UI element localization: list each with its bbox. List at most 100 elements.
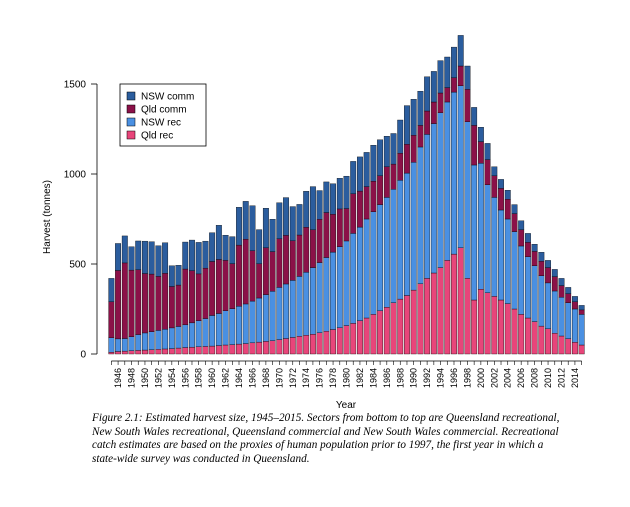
bar-nsw-comm-1980 <box>343 175 350 209</box>
x-tick-label-1962: 1962 <box>221 368 231 388</box>
bar-nsw-rec-2011 <box>551 290 558 334</box>
bar-qld-rec-1948 <box>128 350 135 355</box>
x-tick-label-1996: 1996 <box>449 368 459 388</box>
bar-nsw-comm-1963 <box>229 236 236 264</box>
bar-qld-rec-1987 <box>390 302 397 355</box>
x-tick-label-1990: 1990 <box>409 368 419 388</box>
x-tick-label-2014: 2014 <box>570 368 580 388</box>
bar-qld-comm-2001 <box>484 159 491 185</box>
bar-nsw-rec-1987 <box>390 189 397 303</box>
bar-qld-rec-1950 <box>142 349 148 355</box>
bar-nsw-rec-2009 <box>538 275 545 327</box>
bar-qld-rec-1961 <box>215 345 222 355</box>
bar-nsw-comm-1949 <box>135 240 142 270</box>
bar-qld-comm-1956 <box>182 268 189 326</box>
x-tick-label-1994: 1994 <box>436 368 446 388</box>
bar-nsw-comm-1956 <box>182 241 189 270</box>
bar-qld-rec-1960 <box>209 345 216 355</box>
bar-nsw-comm-1990 <box>410 99 417 136</box>
bar-nsw-rec-1953 <box>162 328 169 350</box>
bar-qld-comm-1971 <box>283 235 289 285</box>
bar-qld-rec-1981 <box>350 323 357 355</box>
bar-qld-rec-1985 <box>377 310 384 355</box>
x-tick-label-1972: 1972 <box>288 368 298 388</box>
bar-nsw-comm-1996 <box>451 46 457 78</box>
x-tick-label-1954: 1954 <box>167 368 177 388</box>
bar-qld-rec-2014 <box>571 342 578 355</box>
bar-qld-comm-1973 <box>296 234 303 277</box>
bar-qld-rec-1984 <box>370 314 377 355</box>
bar-qld-rec-1979 <box>336 327 343 355</box>
bar-nsw-comm-1998 <box>464 65 471 90</box>
bar-nsw-rec-1998 <box>464 121 471 279</box>
bar-nsw-comm-2002 <box>491 166 498 176</box>
bar-nsw-rec-1961 <box>215 313 222 346</box>
legend-swatch-qld-comm <box>126 104 136 114</box>
bar-qld-rec-2007 <box>524 317 531 355</box>
bar-nsw-comm-1948 <box>128 246 135 271</box>
bar-qld-rec-1956 <box>182 347 189 355</box>
x-tick-label-1948: 1948 <box>127 368 137 388</box>
bar-qld-comm-1996 <box>451 77 457 93</box>
bar-nsw-comm-1986 <box>383 136 390 167</box>
bar-nsw-comm-1959 <box>202 240 209 269</box>
bar-nsw-rec-1978 <box>330 251 336 330</box>
bar-qld-comm-2003 <box>498 188 504 211</box>
bar-qld-rec-1991 <box>417 283 424 355</box>
bar-qld-rec-1952 <box>155 349 162 355</box>
bar-nsw-comm-1967 <box>256 229 263 264</box>
bar-qld-rec-1946 <box>115 351 122 355</box>
figure-caption: Figure 2.1: Estimated harvest size, 1945… <box>92 412 560 465</box>
bar-nsw-comm-1964 <box>236 207 242 246</box>
bar-qld-rec-1982 <box>357 320 363 355</box>
bar-qld-rec-1978 <box>330 329 336 355</box>
bar-nsw-rec-1985 <box>377 204 384 311</box>
bar-qld-rec-2013 <box>565 338 572 355</box>
bar-qld-rec-1971 <box>283 338 289 355</box>
x-tick-label-1946: 1946 <box>113 368 123 388</box>
bar-qld-rec-1999 <box>471 299 478 355</box>
x-tick-label-1984: 1984 <box>368 368 378 388</box>
bar-qld-comm-2004 <box>504 199 511 220</box>
x-tick-label-1988: 1988 <box>395 368 405 388</box>
bar-qld-comm-1970 <box>276 238 283 288</box>
x-tick-label-1956: 1956 <box>180 368 190 388</box>
bar-qld-comm-1979 <box>336 208 343 247</box>
bar-qld-comm-1982 <box>357 190 363 228</box>
bar-nsw-rec-1957 <box>189 322 195 348</box>
bar-qld-comm-2010 <box>545 267 551 284</box>
x-tick-label-2004: 2004 <box>503 368 513 388</box>
legend-swatch-nsw-rec <box>126 117 136 127</box>
bar-nsw-rec-2003 <box>498 209 504 301</box>
bar-nsw-rec-1995 <box>444 101 451 261</box>
x-tick-label-2010: 2010 <box>543 368 553 388</box>
bar-qld-rec-1976 <box>316 332 323 355</box>
bar-qld-comm-2006 <box>518 229 525 247</box>
bar-nsw-comm-1973 <box>296 204 303 236</box>
bar-qld-comm-2015 <box>578 309 585 315</box>
bar-nsw-rec-1968 <box>262 294 269 342</box>
bar-nsw-comm-1955 <box>175 265 182 286</box>
bar-qld-rec-2001 <box>484 292 491 355</box>
bar-nsw-rec-2014 <box>571 308 578 343</box>
bar-qld-comm-1969 <box>269 251 276 292</box>
bar-nsw-rec-1973 <box>296 276 303 337</box>
bar-nsw-rec-2013 <box>565 302 572 339</box>
bar-qld-rec-1965 <box>242 343 249 355</box>
bar-nsw-rec-2000 <box>477 163 484 290</box>
bar-qld-rec-2004 <box>504 303 511 355</box>
bar-nsw-rec-1949 <box>135 334 142 351</box>
bar-nsw-rec-1948 <box>128 336 135 351</box>
bar-nsw-comm-1985 <box>377 139 384 176</box>
bar-nsw-rec-1963 <box>229 308 236 345</box>
bar-qld-comm-2007 <box>524 242 531 257</box>
bar-qld-comm-1993 <box>430 101 437 124</box>
bar-nsw-rec-1988 <box>397 180 404 300</box>
bar-qld-comm-1991 <box>417 125 424 148</box>
bar-nsw-comm-1961 <box>215 225 222 260</box>
bar-qld-comm-1992 <box>424 110 431 135</box>
bar-nsw-rec-1956 <box>182 324 189 348</box>
bar-qld-rec-1995 <box>444 260 451 355</box>
bar-qld-comm-1962 <box>222 260 229 311</box>
bar-nsw-comm-1945 <box>108 278 115 302</box>
